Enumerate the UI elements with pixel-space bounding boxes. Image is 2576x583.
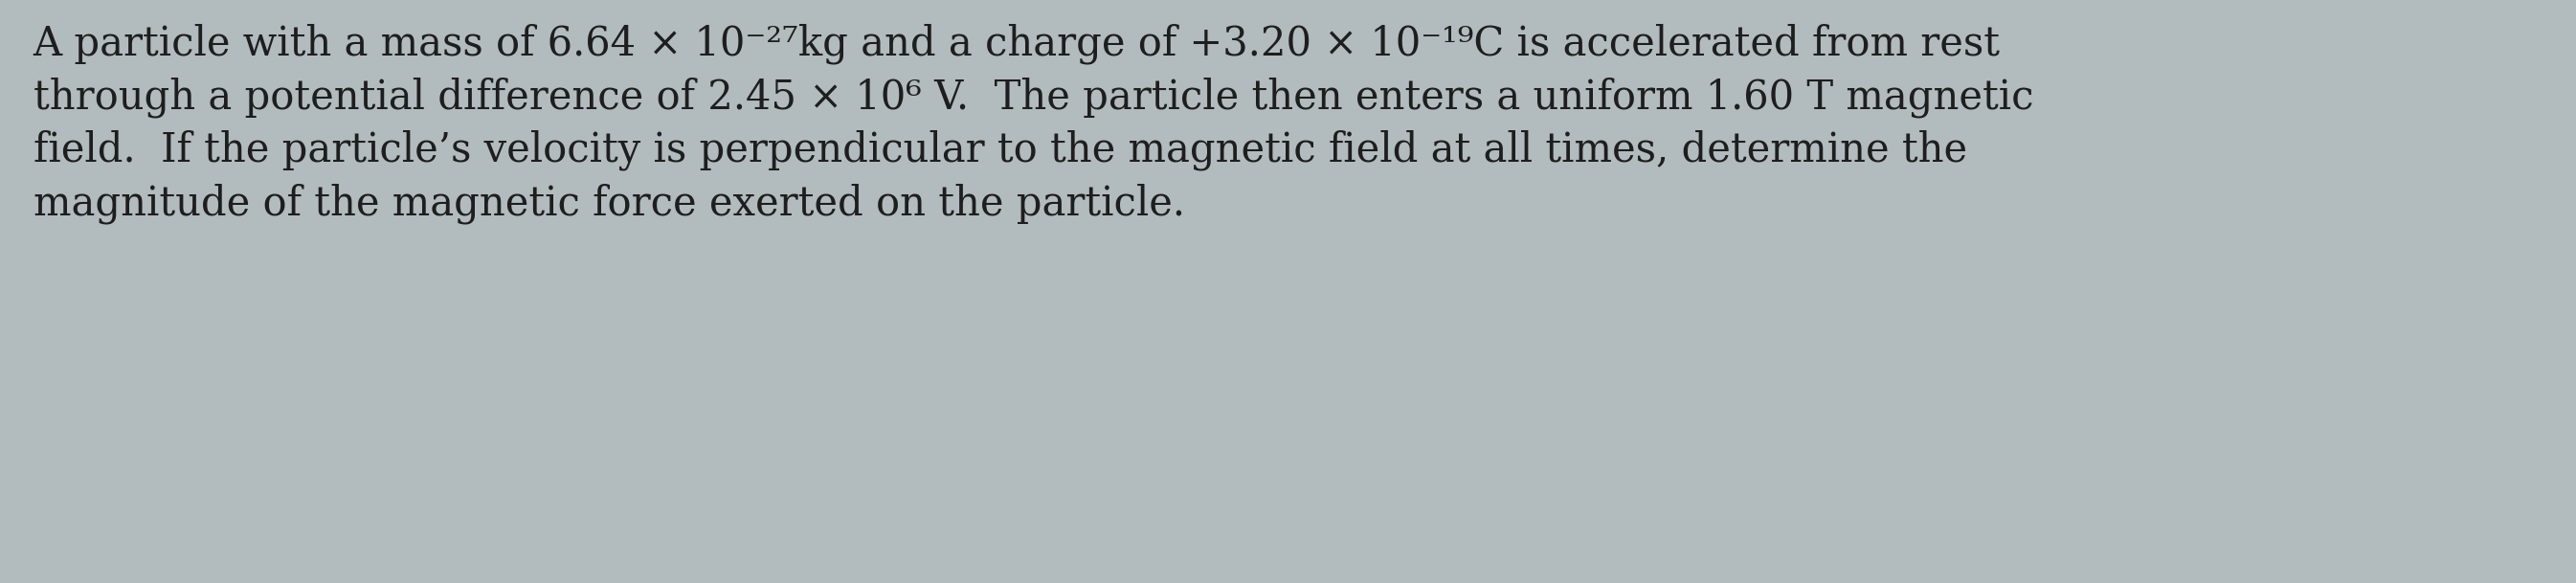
Text: A particle with a mass of 6.64 × 10⁻²⁷kg and a charge of +3.20 × 10⁻¹⁹C is accel: A particle with a mass of 6.64 × 10⁻²⁷kg…	[33, 23, 2032, 224]
